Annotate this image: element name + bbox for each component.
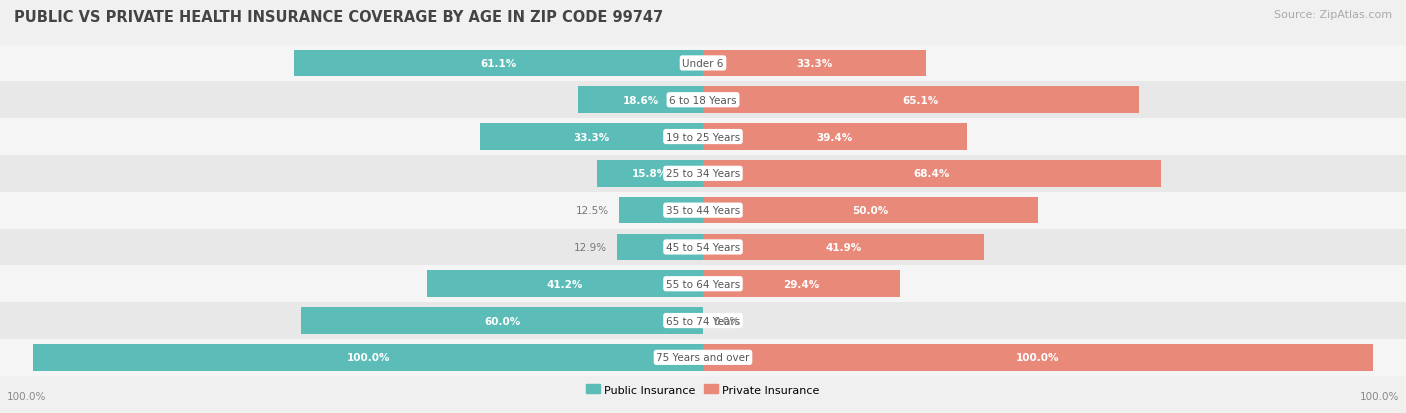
Bar (301, 308, 703, 334)
Text: 100.0%: 100.0% (1360, 392, 1399, 401)
Text: 33.3%: 33.3% (796, 59, 832, 69)
Text: 100.0%: 100.0% (7, 392, 46, 401)
Bar (427, 271, 703, 297)
Text: 68.4%: 68.4% (914, 169, 950, 179)
Text: 6 to 18 Years: 6 to 18 Years (669, 95, 737, 105)
Bar (703, 271, 900, 297)
Legend: Public Insurance, Private Insurance: Public Insurance, Private Insurance (582, 380, 824, 399)
Bar (703, 234, 984, 261)
Text: 75 Years and over: 75 Years and over (657, 352, 749, 363)
Bar (703, 161, 1161, 187)
Text: PUBLIC VS PRIVATE HEALTH INSURANCE COVERAGE BY AGE IN ZIP CODE 99747: PUBLIC VS PRIVATE HEALTH INSURANCE COVER… (14, 10, 664, 25)
Text: 29.4%: 29.4% (783, 279, 820, 289)
Text: Under 6: Under 6 (682, 59, 724, 69)
Bar (703, 50, 927, 77)
Text: 50.0%: 50.0% (852, 206, 889, 216)
Bar (0, 45, 1406, 82)
Bar (703, 124, 967, 150)
Text: 41.2%: 41.2% (547, 279, 583, 289)
Text: 12.5%: 12.5% (576, 206, 609, 216)
Text: 61.1%: 61.1% (481, 59, 516, 69)
Bar (619, 197, 703, 224)
Text: 0.0%: 0.0% (713, 316, 740, 326)
Text: 18.6%: 18.6% (623, 95, 659, 105)
Text: 100.0%: 100.0% (346, 352, 389, 363)
Text: 55 to 64 Years: 55 to 64 Years (666, 279, 740, 289)
Text: 15.8%: 15.8% (631, 169, 668, 179)
Text: 45 to 54 Years: 45 to 54 Years (666, 242, 740, 252)
Text: 41.9%: 41.9% (825, 242, 862, 252)
Text: 19 to 25 Years: 19 to 25 Years (666, 132, 740, 142)
Bar (294, 50, 703, 77)
Bar (0, 302, 1406, 339)
Bar (598, 161, 703, 187)
Bar (617, 234, 703, 261)
Text: Source: ZipAtlas.com: Source: ZipAtlas.com (1274, 10, 1392, 20)
Text: 100.0%: 100.0% (1017, 352, 1060, 363)
Text: 65.1%: 65.1% (903, 95, 939, 105)
Bar (0, 339, 1406, 376)
Bar (0, 266, 1406, 302)
Bar (479, 124, 703, 150)
Bar (0, 119, 1406, 156)
Text: 39.4%: 39.4% (817, 132, 853, 142)
Bar (0, 229, 1406, 266)
Bar (0, 156, 1406, 192)
Text: 12.9%: 12.9% (574, 242, 606, 252)
Text: 65 to 74 Years: 65 to 74 Years (666, 316, 740, 326)
Bar (703, 344, 1372, 371)
Text: 60.0%: 60.0% (484, 316, 520, 326)
Bar (578, 87, 703, 114)
Bar (703, 87, 1139, 114)
Bar (0, 192, 1406, 229)
Text: 33.3%: 33.3% (574, 132, 610, 142)
Text: 35 to 44 Years: 35 to 44 Years (666, 206, 740, 216)
Text: 25 to 34 Years: 25 to 34 Years (666, 169, 740, 179)
Bar (0, 82, 1406, 119)
Bar (703, 197, 1038, 224)
Bar (34, 344, 703, 371)
